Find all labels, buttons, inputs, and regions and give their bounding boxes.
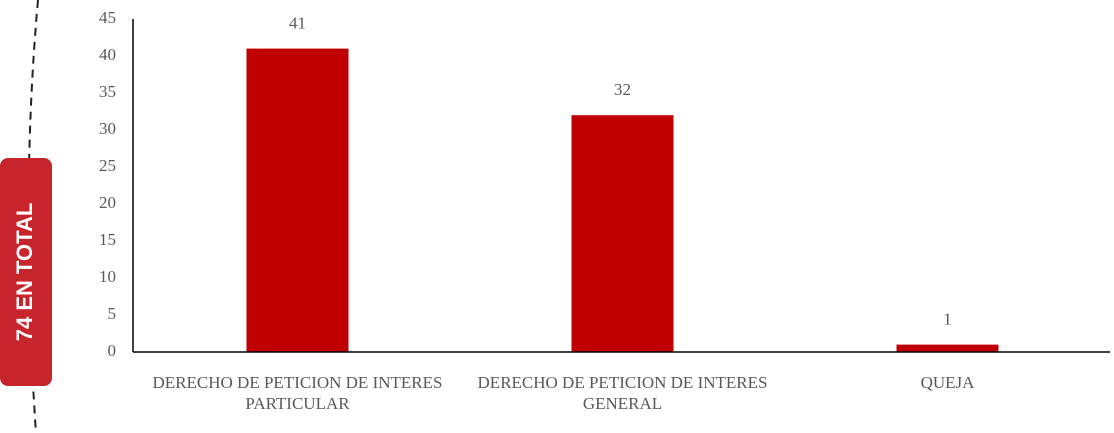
x-tick-label: DERECHO DE PETICION DE INTERES PARTICULA… [152, 373, 443, 413]
y-tick-label: 10 [99, 267, 116, 286]
value-label: 1 [943, 310, 952, 329]
y-tick-label: 5 [108, 304, 117, 323]
x-tick-label: QUEJA [920, 373, 975, 392]
value-label: 32 [614, 80, 631, 99]
y-tick-label: 40 [99, 45, 116, 64]
value-label: 41 [289, 14, 306, 33]
y-tick-label: 30 [99, 119, 116, 138]
bar [571, 115, 674, 352]
bar [896, 344, 999, 352]
y-tick-label: 20 [99, 193, 116, 212]
side-label: 74 EN TOTAL [12, 203, 37, 342]
y-tick-label: 35 [99, 82, 116, 101]
bar [246, 48, 349, 352]
y-tick-label: 25 [99, 156, 116, 175]
y-tick-label: 15 [99, 230, 116, 249]
y-tick-label: 45 [99, 8, 116, 27]
side-badge [0, 158, 52, 386]
x-tick-label: DERECHO DE PETICION DE INTERES GENERAL [477, 373, 768, 413]
y-tick-label: 0 [108, 341, 117, 360]
